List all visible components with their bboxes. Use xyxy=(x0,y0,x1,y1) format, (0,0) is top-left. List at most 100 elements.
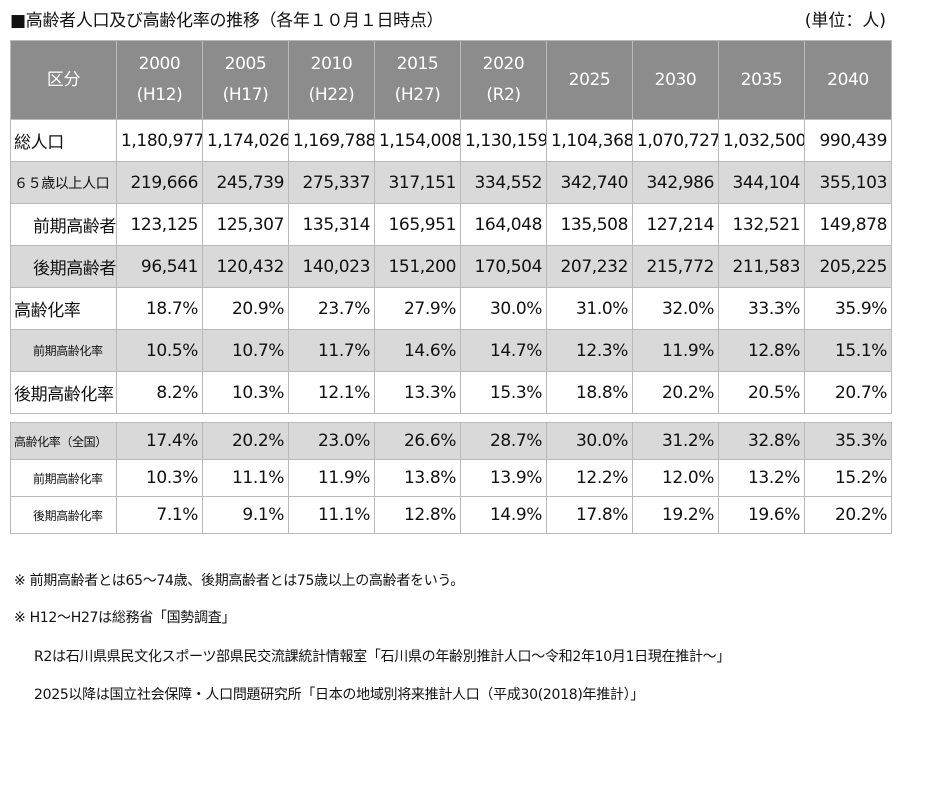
table-cell: 135,508 xyxy=(546,203,633,246)
table-cell: 120,432 xyxy=(202,245,289,288)
row-label: 後期高齢化率 xyxy=(10,371,117,414)
table-cell: 35.3% xyxy=(804,422,892,460)
header-col-2015: 2015 (H27) xyxy=(374,40,461,120)
table-cell: 170,504 xyxy=(460,245,547,288)
header-col-2005: 2005 (H17) xyxy=(202,40,289,120)
table-cell: 20.5% xyxy=(718,371,805,414)
table-cell: 20.2% xyxy=(202,422,289,460)
table-cell: 15.3% xyxy=(460,371,547,414)
table-cell: 7.1% xyxy=(116,496,203,534)
table-cell: 13.2% xyxy=(718,459,805,497)
table-cell: 20.2% xyxy=(804,496,892,534)
row-label: 後期高齢化率 xyxy=(10,496,117,534)
table-cell: 30.0% xyxy=(460,287,547,330)
table-cell: 28.7% xyxy=(460,422,547,460)
table-cell: 275,337 xyxy=(288,161,375,204)
table-cell: 14.9% xyxy=(460,496,547,534)
table-cell: 32.0% xyxy=(632,287,719,330)
table-cell: 33.3% xyxy=(718,287,805,330)
table-row: 高齢化率（全国） 17.4% 20.2% 23.0% 26.6% 28.7% 3… xyxy=(10,422,892,460)
table-row: 後期高齢者 96,541 120,432 140,023 151,200 170… xyxy=(10,245,892,288)
table-cell: 8.2% xyxy=(116,371,203,414)
table-cell: 1,180,977 xyxy=(116,119,203,162)
table-cell: 1,104,368 xyxy=(546,119,633,162)
table-cell: 151,200 xyxy=(374,245,461,288)
table-cell: 18.7% xyxy=(116,287,203,330)
table-cell: 211,583 xyxy=(718,245,805,288)
table-cell: 31.2% xyxy=(632,422,719,460)
row-label: 総人口 xyxy=(10,119,117,162)
table-cell: 11.9% xyxy=(632,329,719,372)
table-cell: 13.9% xyxy=(460,459,547,497)
header-label: 区分 xyxy=(10,40,117,120)
row-label: 前期高齢者 xyxy=(10,203,117,246)
table-cell: 12.8% xyxy=(718,329,805,372)
table-cell: 14.6% xyxy=(374,329,461,372)
table-cell: 140,023 xyxy=(288,245,375,288)
unit-label: (単位：人) xyxy=(804,11,886,31)
table-header-row: 区分 2000 (H12) 2005 (H17) 2010 (H22) 2015 (H2… xyxy=(10,40,892,120)
table-cell: 26.6% xyxy=(374,422,461,460)
table-row: ６５歳以上人口 219,666 245,739 275,337 317,151 … xyxy=(10,161,892,204)
table-cell: 1,130,159 xyxy=(460,119,547,162)
table-cell: 96,541 xyxy=(116,245,203,288)
row-label: 高齢化率（全国） xyxy=(10,422,117,460)
table-cell: 205,225 xyxy=(804,245,892,288)
header-col-2010: 2010 (H22) xyxy=(288,40,375,120)
table-separator xyxy=(10,413,892,423)
table-cell: 15.2% xyxy=(804,459,892,497)
table-cell: 18.8% xyxy=(546,371,633,414)
table-cell: 342,740 xyxy=(546,161,633,204)
table-cell: 9.1% xyxy=(202,496,289,534)
footnote-source-prefecture: R2は石川県県民文化スポーツ部県民交流課統計情報室「石川県の年齢別推計人口～令和… xyxy=(34,649,731,665)
table-row: 前期高齢化率 10.5% 10.7% 11.7% 14.6% 14.7% 12.… xyxy=(10,329,892,372)
table-cell: 35.9% xyxy=(804,287,892,330)
table-cell: 12.1% xyxy=(288,371,375,414)
table-cell: 17.4% xyxy=(116,422,203,460)
elderly-population-table: 区分 2000 (H12) 2005 (H17) 2010 (H22) 2015 (H2… xyxy=(10,40,892,534)
table-cell: 342,986 xyxy=(632,161,719,204)
table-cell: 11.1% xyxy=(202,459,289,497)
table-cell: 13.8% xyxy=(374,459,461,497)
header-col-2025: 2025 xyxy=(546,40,633,120)
row-label: 前期高齢化率 xyxy=(10,329,117,372)
table-cell: 165,951 xyxy=(374,203,461,246)
table-cell: 27.9% xyxy=(374,287,461,330)
table-cell: 14.7% xyxy=(460,329,547,372)
table-cell: 19.2% xyxy=(632,496,719,534)
table-row: 総人口 1,180,977 1,174,026 1,169,788 1,154,… xyxy=(10,119,892,162)
table-cell: 1,169,788 xyxy=(288,119,375,162)
table-cell: 219,666 xyxy=(116,161,203,204)
table-cell: 344,104 xyxy=(718,161,805,204)
table-cell: 10.3% xyxy=(116,459,203,497)
row-label: ６５歳以上人口 xyxy=(10,161,117,204)
table-cell: 12.0% xyxy=(632,459,719,497)
table-cell: 1,032,500 xyxy=(718,119,805,162)
table-cell: 32.8% xyxy=(718,422,805,460)
table-cell: 10.3% xyxy=(202,371,289,414)
table-cell: 207,232 xyxy=(546,245,633,288)
table-cell: 123,125 xyxy=(116,203,203,246)
table-cell: 11.9% xyxy=(288,459,375,497)
table-cell: 1,174,026 xyxy=(202,119,289,162)
header-col-2030: 2030 xyxy=(632,40,719,120)
table-cell: 20.2% xyxy=(632,371,719,414)
table-cell: 1,070,727 xyxy=(632,119,719,162)
table-cell: 10.5% xyxy=(116,329,203,372)
table-cell: 245,739 xyxy=(202,161,289,204)
table-cell: 125,307 xyxy=(202,203,289,246)
table-cell: 132,521 xyxy=(718,203,805,246)
row-label: 高齢化率 xyxy=(10,287,117,330)
table-cell: 149,878 xyxy=(804,203,892,246)
table-cell: 334,552 xyxy=(460,161,547,204)
header-col-2035: 2035 xyxy=(718,40,805,120)
table-cell: 12.3% xyxy=(546,329,633,372)
table-cell: 30.0% xyxy=(546,422,633,460)
row-label: 前期高齢化率 xyxy=(10,459,117,497)
table-row: 後期高齢化率 8.2% 10.3% 12.1% 13.3% 15.3% 18.8… xyxy=(10,371,892,414)
table-row: 前期高齢化率 10.3% 11.1% 11.9% 13.8% 13.9% 12.… xyxy=(10,459,892,497)
table-cell: 990,439 xyxy=(804,119,892,162)
table-cell: 23.7% xyxy=(288,287,375,330)
table-cell: 164,048 xyxy=(460,203,547,246)
page-title: ■高齢者人口及び高齢化率の推移（各年１０月１日時点） xyxy=(10,11,444,31)
